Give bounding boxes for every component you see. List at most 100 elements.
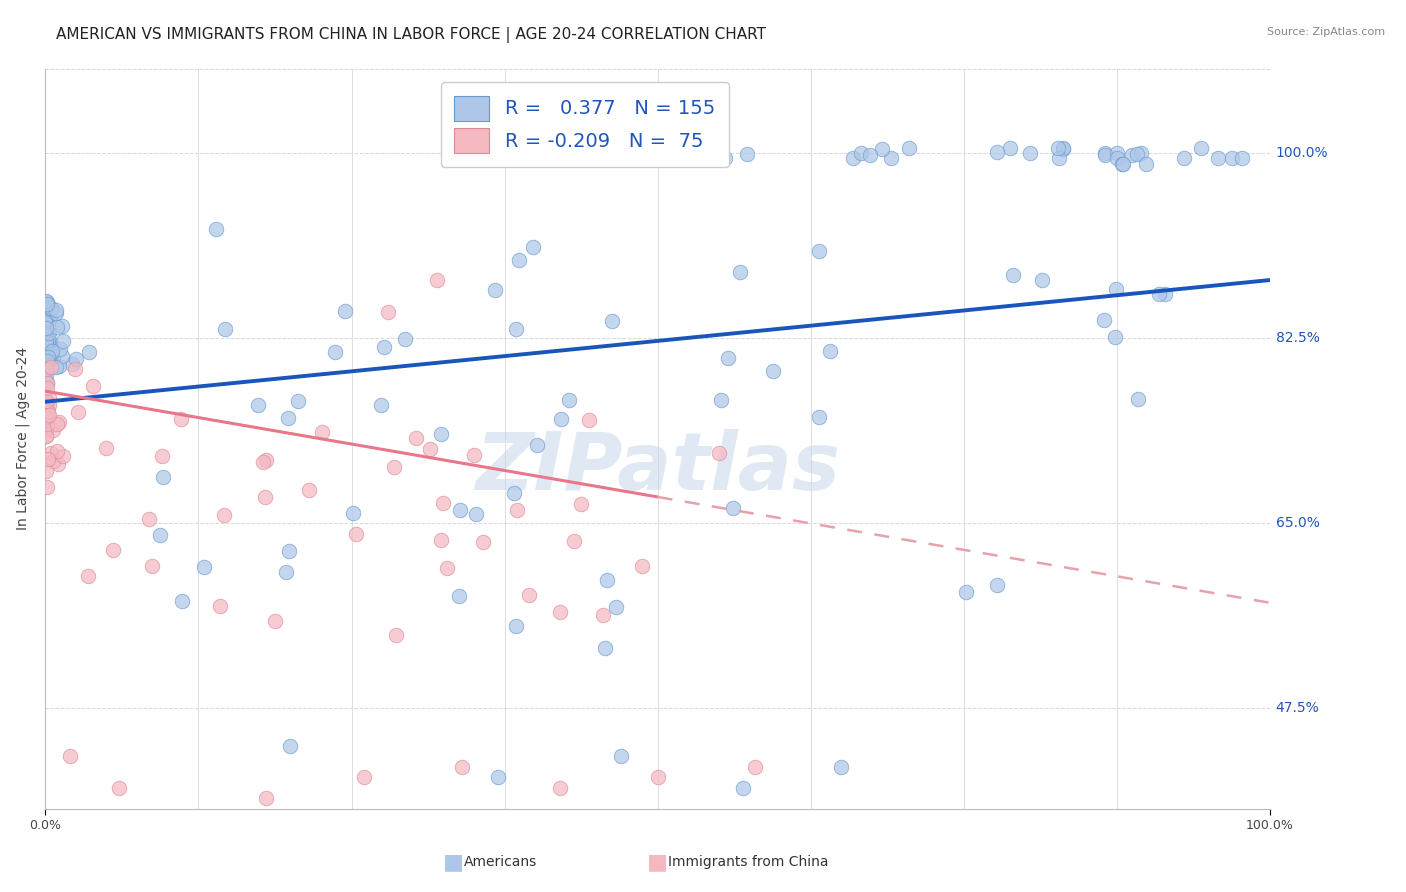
Point: [254, 491, 277, 505]
Point: [546, 150, 568, 164]
Point: [508, 252, 530, 267]
Point: [707, 446, 730, 460]
Point: [35, 354, 58, 368]
Point: [1147, 286, 1170, 301]
Point: [807, 244, 830, 259]
Point: [41, 344, 63, 359]
Point: [1112, 157, 1135, 171]
Point: [472, 534, 495, 549]
Point: [46, 319, 69, 334]
Point: [35, 401, 58, 416]
Point: [65, 351, 87, 366]
Point: [52, 449, 75, 463]
Point: [37, 326, 59, 341]
Point: [721, 500, 744, 515]
Point: [1135, 157, 1157, 171]
Point: [449, 502, 471, 516]
Point: [214, 321, 236, 335]
Point: [77, 568, 100, 582]
Point: [503, 147, 526, 161]
Point: [34, 361, 56, 376]
Point: [1125, 147, 1147, 161]
Point: [323, 344, 346, 359]
Point: [298, 483, 321, 498]
Point: [652, 145, 675, 160]
Point: [41, 350, 63, 364]
Point: [436, 560, 458, 574]
Point: [600, 314, 623, 328]
Point: [505, 321, 527, 335]
Point: [562, 533, 585, 548]
Point: [38, 398, 60, 412]
Point: [42, 423, 65, 437]
Point: [82, 379, 104, 393]
Point: [689, 152, 711, 166]
Text: 82.5%: 82.5%: [1275, 331, 1320, 345]
Point: [59, 749, 82, 764]
Point: [34, 336, 56, 351]
Point: [39, 301, 62, 316]
Point: [486, 770, 509, 784]
Point: [1121, 148, 1143, 162]
Point: [1104, 330, 1126, 344]
Point: [37, 452, 59, 467]
Point: [42, 454, 65, 468]
Point: [1019, 146, 1042, 161]
Point: [595, 641, 617, 656]
Point: [205, 222, 228, 236]
Point: [830, 759, 852, 773]
Point: [34, 429, 56, 443]
Point: [344, 527, 367, 541]
Point: [34, 373, 56, 387]
Point: [1111, 157, 1133, 171]
Point: [48, 416, 70, 430]
Point: [37, 335, 59, 350]
Point: [212, 508, 235, 522]
Point: [430, 427, 453, 442]
Point: [710, 393, 733, 408]
Point: [41, 335, 63, 350]
Point: [647, 770, 669, 784]
Text: ■: ■: [647, 852, 668, 871]
Point: [35, 421, 58, 435]
Point: [51, 318, 73, 333]
Point: [35, 401, 58, 416]
Text: Immigrants from China: Immigrants from China: [668, 855, 828, 869]
Point: [49, 342, 72, 356]
Point: [548, 152, 571, 166]
Point: [1031, 273, 1053, 287]
Point: [405, 431, 427, 445]
Point: [1173, 152, 1195, 166]
Point: [1189, 141, 1212, 155]
Point: [38, 341, 60, 355]
Point: [138, 512, 160, 526]
Point: [550, 412, 572, 426]
Point: [37, 404, 59, 418]
Point: [35, 297, 58, 311]
Point: [377, 305, 399, 319]
Point: [48, 359, 70, 373]
Point: [586, 149, 609, 163]
Point: [35, 331, 58, 345]
Point: [849, 146, 872, 161]
Point: [592, 608, 614, 623]
Point: [277, 411, 299, 425]
Point: [311, 425, 333, 439]
Point: [762, 363, 785, 377]
Point: [52, 334, 75, 348]
Point: [252, 455, 274, 469]
Point: [470, 152, 492, 166]
Point: [45, 306, 67, 320]
Point: [506, 503, 529, 517]
Point: [447, 589, 470, 603]
Text: 100.0%: 100.0%: [1275, 146, 1329, 161]
Point: [419, 442, 441, 456]
Point: [494, 148, 516, 162]
Point: [37, 326, 59, 340]
Point: [77, 345, 100, 359]
Point: [149, 528, 172, 542]
Point: [34, 367, 56, 381]
Text: 65.0%: 65.0%: [1275, 516, 1320, 531]
Point: [1052, 141, 1074, 155]
Point: [65, 362, 87, 376]
